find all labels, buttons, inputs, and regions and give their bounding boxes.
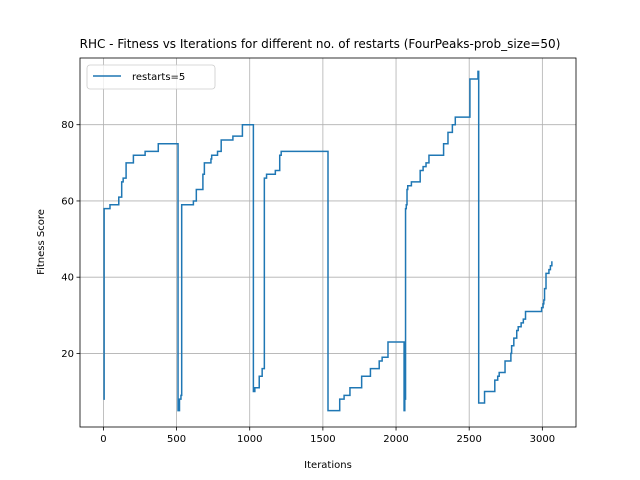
x-tick-label: 3000 [530, 434, 555, 445]
y-axis-label: Fitness Score [36, 209, 47, 275]
series-line-restarts-5 [103, 70, 553, 412]
x-tick-label: 1500 [310, 434, 335, 445]
x-tick-label: 500 [167, 434, 186, 445]
y-tick-label: 80 [61, 120, 74, 131]
legend-label-restarts-5: restarts=5 [132, 72, 185, 83]
legend-box [86, 64, 216, 90]
y-tick-label: 20 [61, 349, 74, 360]
x-axis-label: Iterations [304, 460, 352, 471]
axis-ticks: 0 500 1000 1500 2000 2500 3000 20 40 60 80 [61, 120, 555, 445]
x-tick-label: 2000 [383, 434, 408, 445]
y-tick-label: 60 [61, 196, 74, 207]
series-lines [103, 70, 553, 412]
x-tick-label: 0 [100, 434, 106, 445]
y-tick-label: 40 [61, 273, 74, 284]
chart-title: RHC - Fitness vs Iterations for differen… [80, 37, 561, 51]
x-tick-label: 1000 [237, 434, 262, 445]
plot-frame [79, 57, 577, 428]
x-tick-label: 2500 [456, 434, 481, 445]
legend: restarts=5 [86, 64, 216, 90]
